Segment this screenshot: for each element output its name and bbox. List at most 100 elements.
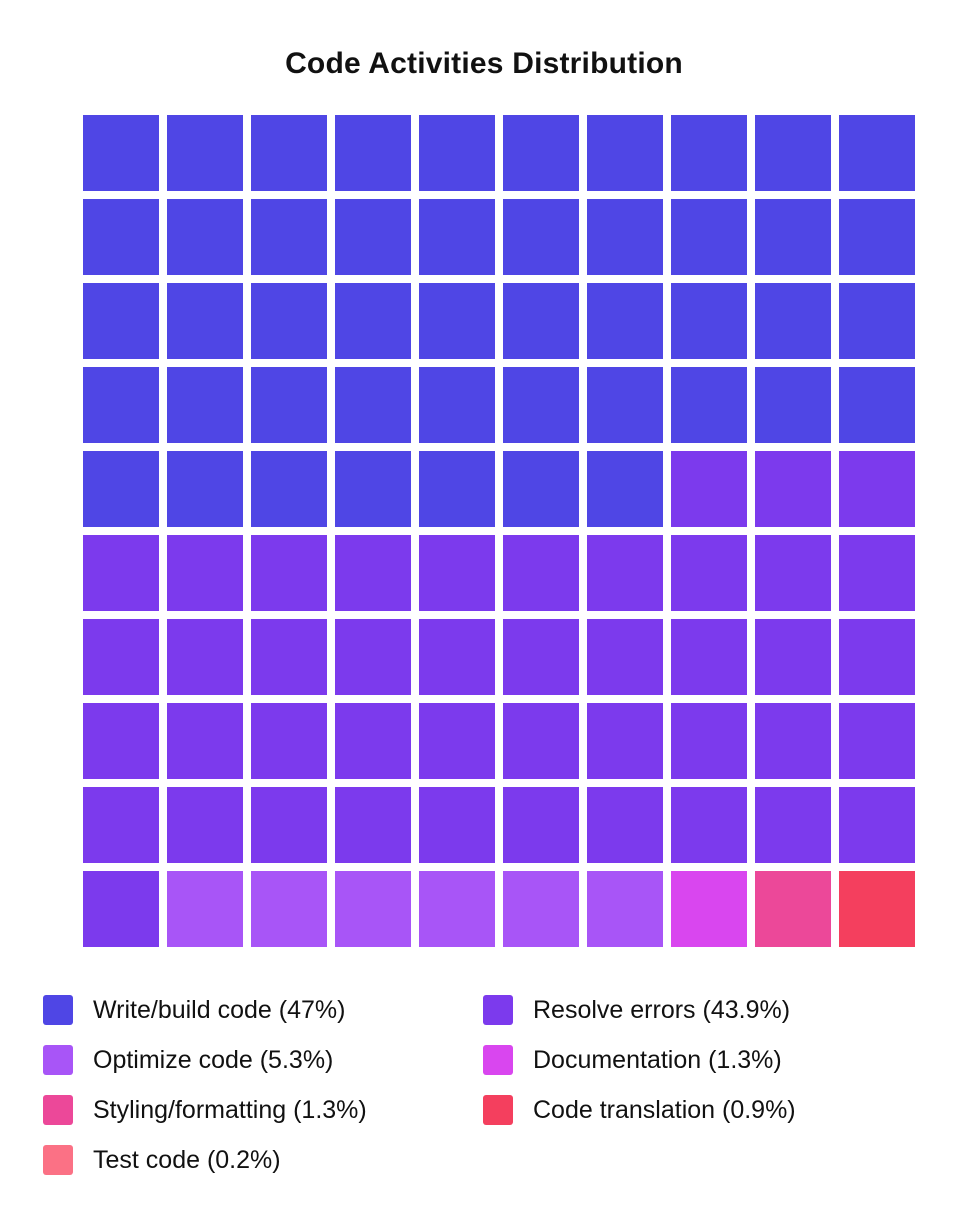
waffle-cell bbox=[503, 283, 579, 359]
legend-swatch bbox=[43, 1145, 73, 1175]
legend-swatch bbox=[43, 1095, 73, 1125]
waffle-cell bbox=[83, 451, 159, 527]
waffle-cell bbox=[167, 703, 243, 779]
waffle-cell bbox=[671, 115, 747, 191]
waffle-cell bbox=[755, 199, 831, 275]
waffle-cell bbox=[167, 199, 243, 275]
waffle-cell bbox=[839, 367, 915, 443]
waffle-cell bbox=[839, 451, 915, 527]
legend-swatch bbox=[483, 1095, 513, 1125]
waffle-cell bbox=[671, 199, 747, 275]
waffle-cell bbox=[335, 619, 411, 695]
waffle-cell bbox=[839, 703, 915, 779]
waffle-cell bbox=[419, 283, 495, 359]
waffle-cell bbox=[671, 283, 747, 359]
waffle-cell bbox=[587, 115, 663, 191]
legend-label: Code translation (0.9%) bbox=[533, 1096, 796, 1124]
waffle-cell bbox=[251, 199, 327, 275]
waffle-cell bbox=[503, 871, 579, 947]
waffle-cell bbox=[83, 283, 159, 359]
waffle-cell bbox=[335, 199, 411, 275]
waffle-cell bbox=[167, 283, 243, 359]
legend-swatch bbox=[43, 1045, 73, 1075]
waffle-cell bbox=[755, 283, 831, 359]
waffle-cell bbox=[503, 199, 579, 275]
legend-item: Resolve errors (43.9%) bbox=[483, 990, 790, 1030]
waffle-cell bbox=[755, 703, 831, 779]
waffle-cell bbox=[251, 871, 327, 947]
waffle-cell bbox=[167, 115, 243, 191]
waffle-cell bbox=[671, 787, 747, 863]
waffle-cell bbox=[419, 451, 495, 527]
waffle-cell bbox=[671, 535, 747, 611]
waffle-cell bbox=[755, 535, 831, 611]
legend-label: Optimize code (5.3%) bbox=[93, 1046, 334, 1074]
waffle-cell bbox=[251, 115, 327, 191]
legend-label: Resolve errors (43.9%) bbox=[533, 996, 791, 1024]
waffle-cell bbox=[419, 367, 495, 443]
waffle-cell bbox=[335, 535, 411, 611]
waffle-grid bbox=[83, 115, 915, 947]
waffle-cell bbox=[587, 535, 663, 611]
waffle-cell bbox=[503, 451, 579, 527]
waffle-cell bbox=[503, 619, 579, 695]
waffle-cell bbox=[167, 619, 243, 695]
waffle-cell bbox=[335, 703, 411, 779]
waffle-cell bbox=[419, 199, 495, 275]
waffle-cell bbox=[587, 283, 663, 359]
waffle-cell bbox=[671, 703, 747, 779]
waffle-cell bbox=[167, 367, 243, 443]
legend-item: Code translation (0.9%) bbox=[483, 1090, 796, 1130]
legend-item: Documentation (1.3%) bbox=[483, 1040, 782, 1080]
waffle-cell bbox=[335, 787, 411, 863]
legend-item: Styling/formatting (1.3%) bbox=[43, 1090, 367, 1130]
legend-item: Write/build code (47%) bbox=[43, 990, 345, 1030]
waffle-cell bbox=[251, 367, 327, 443]
waffle-cell bbox=[587, 703, 663, 779]
legend-item: Test code (0.2%) bbox=[43, 1140, 281, 1180]
legend-label: Styling/formatting (1.3%) bbox=[93, 1096, 367, 1124]
waffle-cell bbox=[167, 871, 243, 947]
waffle-cell bbox=[839, 283, 915, 359]
waffle-cell bbox=[167, 535, 243, 611]
waffle-cell bbox=[251, 283, 327, 359]
legend-swatch bbox=[483, 1045, 513, 1075]
waffle-cell bbox=[587, 619, 663, 695]
waffle-cell bbox=[419, 871, 495, 947]
waffle-cell bbox=[503, 535, 579, 611]
waffle-cell bbox=[335, 871, 411, 947]
waffle-cell bbox=[587, 367, 663, 443]
waffle-cell bbox=[587, 451, 663, 527]
waffle-cell bbox=[839, 199, 915, 275]
waffle-cell bbox=[83, 871, 159, 947]
waffle-cell bbox=[503, 367, 579, 443]
legend-swatch bbox=[43, 995, 73, 1025]
chart-title: Code Activities Distribution bbox=[285, 47, 683, 80]
waffle-cell bbox=[839, 871, 915, 947]
waffle-cell bbox=[839, 787, 915, 863]
waffle-cell bbox=[671, 367, 747, 443]
waffle-cell bbox=[167, 451, 243, 527]
waffle-cell bbox=[755, 619, 831, 695]
waffle-cell bbox=[83, 367, 159, 443]
waffle-cell bbox=[755, 451, 831, 527]
waffle-cell bbox=[419, 115, 495, 191]
waffle-cell bbox=[755, 367, 831, 443]
waffle-cell bbox=[335, 283, 411, 359]
waffle-cell bbox=[251, 703, 327, 779]
waffle-cell bbox=[671, 619, 747, 695]
waffle-cell bbox=[83, 619, 159, 695]
waffle-cell bbox=[83, 199, 159, 275]
waffle-cell bbox=[755, 787, 831, 863]
waffle-cell bbox=[671, 871, 747, 947]
waffle-cell bbox=[335, 115, 411, 191]
waffle-cell bbox=[503, 787, 579, 863]
waffle-cell bbox=[335, 367, 411, 443]
waffle-cell bbox=[755, 115, 831, 191]
waffle-cell bbox=[587, 787, 663, 863]
waffle-cell bbox=[755, 871, 831, 947]
waffle-cell bbox=[839, 535, 915, 611]
waffle-cell bbox=[251, 535, 327, 611]
waffle-cell bbox=[83, 535, 159, 611]
waffle-cell bbox=[587, 199, 663, 275]
